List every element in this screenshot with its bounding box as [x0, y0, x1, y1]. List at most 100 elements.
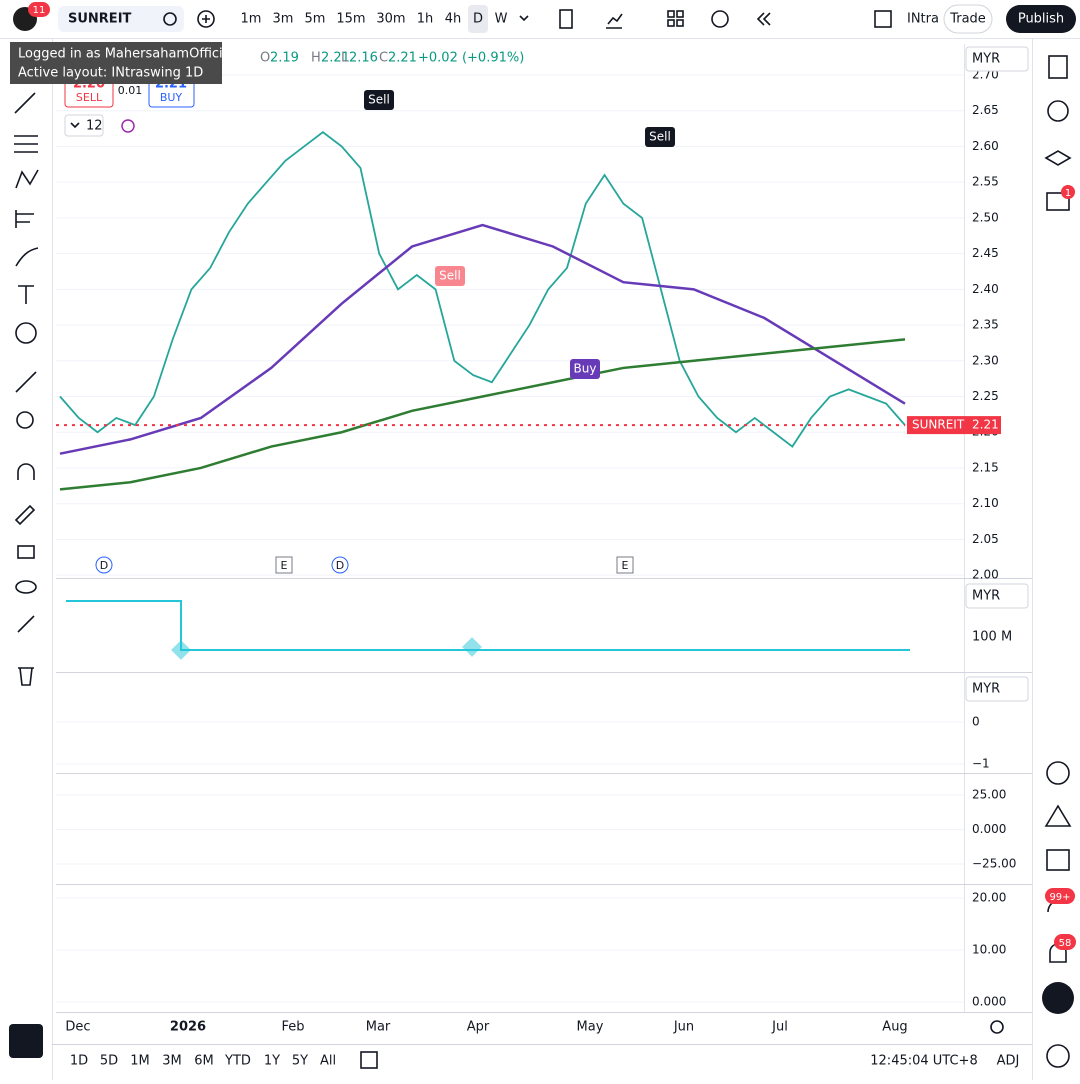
- interval[interactable]: 30m: [376, 12, 405, 27]
- tool[interactable]: [16, 411, 34, 429]
- badge: [28, 2, 50, 17]
- signal-box: [435, 266, 465, 286]
- icon[interactable]: [121, 119, 135, 133]
- range-button[interactable]: 3M: [162, 1054, 182, 1069]
- tool[interactable]: [15, 247, 39, 267]
- tooltip: [10, 42, 222, 84]
- legend-value: 2.19: [270, 51, 299, 66]
- interval[interactable]: 15m: [336, 12, 365, 27]
- currency[interactable]: MYR: [972, 52, 1000, 67]
- tool[interactable]: [17, 615, 35, 633]
- icon[interactable]: [519, 15, 529, 22]
- icon[interactable]: [163, 12, 177, 26]
- interval[interactable]: 4h: [445, 12, 462, 27]
- icon[interactable]: [874, 10, 892, 28]
- legend-value: 2.21: [388, 51, 417, 66]
- tool[interactable]: [15, 371, 37, 393]
- tool[interactable]: [1047, 100, 1069, 122]
- range-button[interactable]: 1M: [130, 1054, 150, 1069]
- x-tick-label: 2026: [170, 1020, 206, 1035]
- tool[interactable]: [1044, 150, 1072, 166]
- badge-text: 11: [33, 5, 46, 16]
- trade-button[interactable]: [943, 4, 993, 34]
- adj-toggle[interactable]: ADJ: [997, 1054, 1020, 1069]
- buy-label[interactable]: BUY: [160, 91, 183, 104]
- tool[interactable]: [1046, 849, 1070, 871]
- event-marker: [616, 556, 634, 574]
- tool[interactable]: [17, 545, 35, 559]
- indicators-toggle[interactable]: [64, 114, 104, 137]
- tool[interactable]: [1046, 761, 1070, 785]
- tool[interactable]: [15, 580, 37, 594]
- y-tick-label: 0: [972, 715, 980, 729]
- currency-box[interactable]: [965, 676, 1029, 702]
- x-tick-label: Apr: [467, 1020, 490, 1035]
- range-button[interactable]: 1D: [70, 1054, 88, 1069]
- signal-label: Sell: [439, 269, 461, 283]
- tooltip-text: Logged in as MahersahamOfficial: [18, 47, 234, 62]
- settings[interactable]: [990, 1020, 1004, 1034]
- interval[interactable]: 3m: [273, 12, 294, 27]
- icon[interactable]: [559, 9, 573, 29]
- badge: [1061, 185, 1075, 199]
- interval[interactable]: D: [473, 12, 483, 27]
- goto-date[interactable]: [360, 1051, 378, 1069]
- sell-label[interactable]: SELL: [76, 91, 103, 104]
- tool[interactable]: [15, 169, 39, 189]
- legend-change: +0.02 (+0.91%): [418, 51, 524, 66]
- tool[interactable]: [15, 322, 37, 344]
- apps[interactable]: [1042, 982, 1074, 1014]
- icon[interactable]: [711, 10, 729, 28]
- symbol[interactable]: SUNREIT: [68, 12, 132, 27]
- range-button[interactable]: 6M: [194, 1054, 214, 1069]
- signal-box: [364, 90, 394, 110]
- event-label: E: [622, 559, 629, 572]
- trade-label[interactable]: Trade: [949, 12, 986, 27]
- y-tick-label: 2.05: [972, 532, 999, 546]
- tool[interactable]: [15, 210, 34, 228]
- tool[interactable]: [18, 285, 34, 304]
- tool[interactable]: [1044, 804, 1072, 827]
- publish-button[interactable]: [1006, 5, 1076, 33]
- publish-label[interactable]: Publish: [1018, 12, 1064, 27]
- x-tick-label: Feb: [281, 1020, 304, 1035]
- tool[interactable]: [1046, 192, 1070, 211]
- icon[interactable]: [606, 13, 623, 29]
- interval[interactable]: W: [495, 12, 508, 27]
- y-tick-label: 2.00: [972, 568, 999, 582]
- interval-active: [468, 5, 488, 33]
- range-button[interactable]: 5D: [100, 1054, 118, 1069]
- range-button[interactable]: 5Y: [292, 1054, 308, 1069]
- interval[interactable]: 5m: [305, 12, 326, 27]
- y-tick-label: −1: [972, 757, 990, 771]
- legend-value: 2.21: [321, 51, 350, 66]
- icon: [70, 122, 80, 129]
- y-tick-label: 25.00: [972, 788, 1006, 802]
- signal-box: [645, 127, 675, 147]
- currency[interactable]: MYR: [972, 682, 1000, 697]
- currency-box[interactable]: [965, 583, 1029, 609]
- add-compare[interactable]: [197, 10, 215, 28]
- favorites[interactable]: [9, 1024, 43, 1058]
- range-button[interactable]: YTD: [224, 1054, 251, 1069]
- icon: [667, 19, 675, 27]
- currency[interactable]: MYR: [972, 589, 1000, 604]
- currency-box[interactable]: [965, 46, 1029, 72]
- interval[interactable]: 1h: [417, 12, 434, 27]
- tool[interactable]: [1046, 1044, 1070, 1068]
- symbol-box[interactable]: [58, 6, 184, 32]
- layout-name[interactable]: INtra: [907, 12, 939, 27]
- tool[interactable]: [14, 504, 36, 526]
- range-button[interactable]: All: [320, 1054, 336, 1069]
- icon[interactable]: [667, 10, 675, 18]
- interval[interactable]: 1m: [241, 12, 262, 27]
- range-button[interactable]: 1Y: [264, 1054, 280, 1069]
- tool[interactable]: [14, 92, 36, 114]
- tool[interactable]: [14, 135, 38, 153]
- tool[interactable]: [18, 667, 34, 686]
- indicator-count[interactable]: 12: [86, 119, 103, 134]
- icon[interactable]: [756, 12, 771, 26]
- tool[interactable]: [17, 463, 35, 480]
- tool[interactable]: [1048, 55, 1068, 79]
